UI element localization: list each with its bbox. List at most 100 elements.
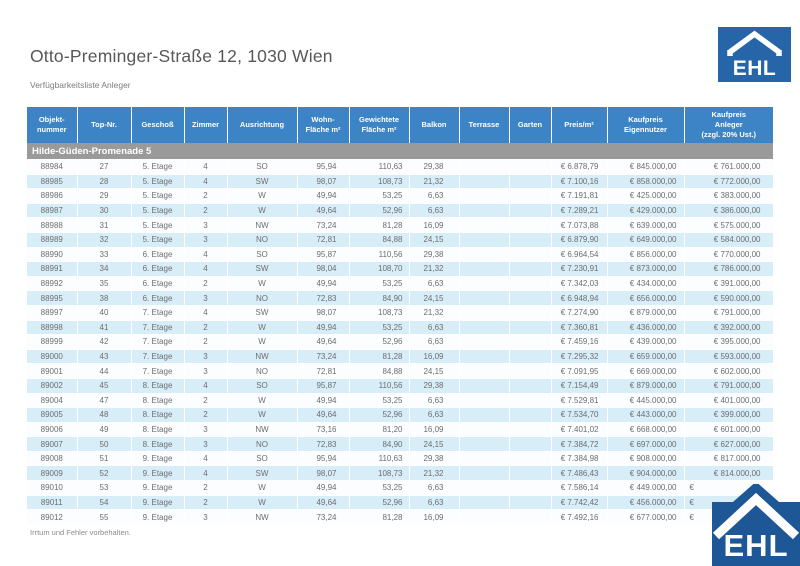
cell-kaufpreis-eigennutzer: € 649.000,00 (607, 232, 685, 248)
cell-objektnummer: 88991 (27, 261, 78, 277)
cell-geschoss: 5. Etage (131, 174, 185, 190)
cell-kaufpreis-eigennutzer: € 639.000,00 (607, 217, 685, 233)
cell-balkon: 24,15 (409, 436, 460, 452)
cell-zimmer: 4 (184, 378, 228, 394)
cell-balkon: 16,09 (409, 349, 460, 365)
cell-objektnummer: 89004 (27, 393, 78, 409)
house-roof-icon (728, 30, 781, 55)
cell-objektnummer: 88987 (27, 203, 78, 219)
ehl-logo: EHL (718, 27, 791, 82)
cell-ausrichtung: W (227, 320, 298, 336)
cell-kaufpreis-anleger: € 817.000,00 (684, 451, 774, 467)
cell-ausrichtung: SW (227, 174, 298, 190)
table-row: 89009 52 9. Etage 4 SW 98,07 108,73 21,32 € 7.48… (27, 465, 774, 482)
cell-zimmer: 3 (184, 290, 228, 306)
cell-preis-m2: € 7.191,81 (551, 188, 608, 204)
cell-objektnummer: 89012 (27, 509, 78, 525)
table-row: 88991 34 6. Etage 4 SW 98,04 108,70 21,32 € 7.23… (27, 261, 774, 277)
cell-garten (509, 480, 552, 496)
house-wall-icon (727, 50, 782, 56)
cell-garten (509, 217, 552, 233)
table-row: 89005 48 8. Etage 2 W 49,64 52,96 6,63 € 7.534,7… (27, 407, 774, 423)
cell-balkon: 21,32 (409, 261, 460, 277)
cell-ausrichtung: SW (227, 465, 298, 482)
cell-zimmer: 3 (184, 349, 228, 365)
cell-top-nr: 47 (77, 393, 132, 409)
table-row: 89006 49 8. Etage 3 NW 73,16 81,20 16,09 € 7.401… (27, 422, 774, 438)
cell-ausrichtung: SO (227, 159, 298, 175)
cell-top-nr: 41 (77, 320, 132, 336)
table-row: 88998 41 7. Etage 2 W 49,94 53,25 6,63 € 7.360,8… (27, 320, 774, 336)
cell-terrasse (459, 363, 510, 379)
cell-objektnummer: 89007 (27, 436, 78, 452)
cell-garten (509, 305, 552, 321)
cell-wohnflaeche: 73,24 (297, 217, 350, 233)
cell-balkon: 16,09 (409, 217, 460, 233)
cell-objektnummer: 88998 (27, 320, 78, 336)
cell-preis-m2: € 7.091,95 (551, 363, 608, 379)
cell-terrasse (459, 451, 510, 467)
cell-garten (509, 509, 552, 525)
cell-balkon: 6,63 (409, 276, 460, 292)
table-row: 89000 43 7. Etage 3 NW 73,24 81,28 16,09 € 7.295… (27, 349, 774, 365)
cell-kaufpreis-eigennutzer: € 656.000,00 (607, 290, 685, 306)
cell-garten (509, 320, 552, 336)
cell-top-nr: 53 (77, 480, 132, 496)
cell-kaufpreis-anleger: € 770.000,00 (684, 247, 774, 263)
cell-zimmer: 4 (184, 261, 228, 277)
col-header-top-nr: Top-Nr. (77, 107, 132, 143)
table-row: 89012 55 9. Etage 3 NW 73,24 81,28 16,09 € 7.492… (27, 509, 774, 525)
cell-preis-m2: € 7.529,81 (551, 393, 608, 409)
cell-top-nr: 44 (77, 363, 132, 379)
cell-geschoss: 9. Etage (131, 509, 185, 525)
cell-wohnflaeche: 72,83 (297, 290, 350, 306)
cell-terrasse (459, 261, 510, 277)
cell-zimmer: 3 (184, 436, 228, 452)
col-header-zimmer: Zimmer (184, 107, 228, 143)
cell-wohnflaeche: 72,81 (297, 232, 350, 248)
table-row: 88989 32 5. Etage 3 NO 72,81 84,88 24,15 € 6.879… (27, 232, 774, 248)
cell-top-nr: 52 (77, 465, 132, 482)
cell-terrasse (459, 480, 510, 496)
cell-garten (509, 422, 552, 438)
cell-kaufpreis-anleger: € 584.000,00 (684, 232, 774, 248)
cell-balkon: 6,63 (409, 480, 460, 496)
cell-balkon: 21,32 (409, 174, 460, 190)
availability-table-wrap: Objekt-nummer Top-Nr. Geschoß Zimmer Ausrich… (27, 107, 774, 525)
cell-preis-m2: € 7.360,81 (551, 320, 608, 336)
cell-geschoss: 9. Etage (131, 451, 185, 467)
cell-wohnflaeche: 98,07 (297, 465, 350, 482)
cell-ausrichtung: W (227, 393, 298, 409)
cell-ausrichtung: W (227, 276, 298, 292)
cell-ausrichtung: NO (227, 290, 298, 306)
cell-wohnflaeche: 72,81 (297, 363, 350, 379)
cell-zimmer: 3 (184, 422, 228, 438)
cell-kaufpreis-eigennutzer: € 456.000,00 (607, 495, 685, 511)
cell-ausrichtung: W (227, 203, 298, 219)
cell-garten (509, 465, 552, 482)
cell-zimmer: 4 (184, 174, 228, 190)
cell-gewichtete-flaeche: 52,96 (349, 334, 410, 350)
cell-preis-m2: € 7.073,88 (551, 217, 608, 233)
section-title: Hilde-Güden-Promenade 5 (27, 143, 774, 160)
cell-geschoss: 8. Etage (131, 393, 185, 409)
cell-top-nr: 49 (77, 422, 132, 438)
cell-terrasse (459, 436, 510, 452)
cell-kaufpreis-eigennutzer: € 908.000,00 (607, 451, 685, 467)
cell-ausrichtung: NO (227, 363, 298, 379)
cell-kaufpreis-eigennutzer: € 677.000,00 (607, 509, 685, 525)
cell-objektnummer: 88995 (27, 290, 78, 306)
cell-kaufpreis-eigennutzer: € 856.000,00 (607, 247, 685, 263)
cell-kaufpreis-anleger: € 590.000,00 (684, 290, 774, 306)
cell-garten (509, 349, 552, 365)
cell-top-nr: 48 (77, 407, 132, 423)
cell-zimmer: 2 (184, 480, 228, 496)
table-row: 89010 53 9. Etage 2 W 49,94 53,25 6,63 € 7.586,1… (27, 480, 774, 496)
table-row: 89002 45 8. Etage 4 SO 95,87 110,56 29,38 € 7.15… (27, 378, 774, 394)
cell-top-nr: 34 (77, 261, 132, 277)
cell-gewichtete-flaeche: 53,25 (349, 393, 410, 409)
cell-preis-m2: € 6.948,94 (551, 290, 608, 306)
cell-kaufpreis-anleger: € 601.000,00 (684, 422, 774, 438)
cell-kaufpreis-eigennutzer: € 436.000,00 (607, 320, 685, 336)
cell-balkon: 6,63 (409, 407, 460, 423)
